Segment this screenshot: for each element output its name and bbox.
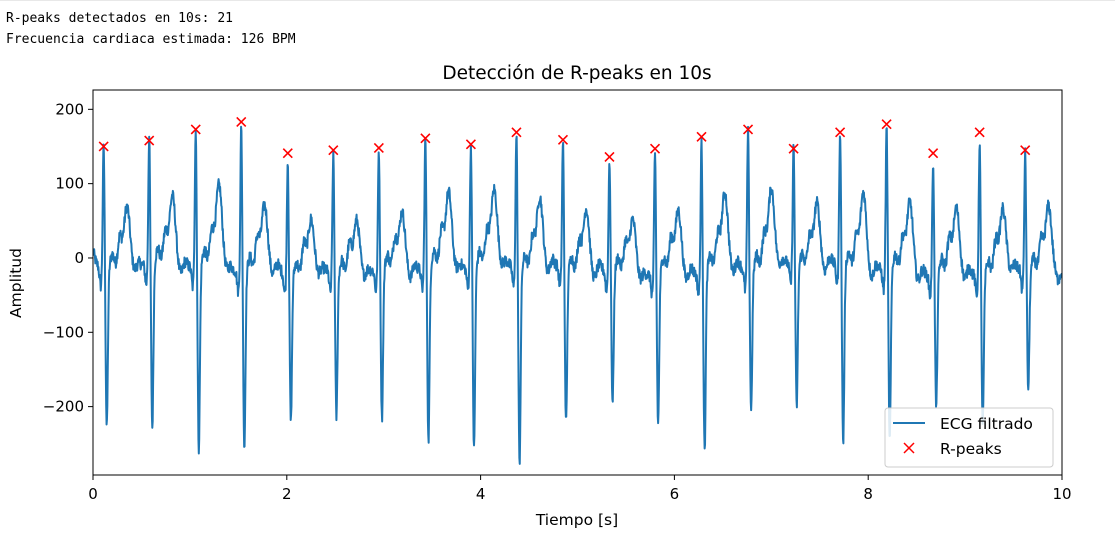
r-peak-marker [236, 116, 247, 128]
x-tick-label: 0 [88, 485, 98, 503]
r-peak-marker [788, 143, 799, 154]
console-line-peaks-count: R-peaks detectados en 10s: 21 [6, 11, 233, 26]
legend: ECG filtrado R-peaks [884, 407, 1054, 468]
r-peak-marker [190, 124, 201, 135]
r-peak-marker [604, 151, 615, 162]
r-peak-marker [835, 127, 846, 138]
r-peak-marker [282, 148, 293, 159]
r-peak-marker [557, 134, 569, 145]
r-peak-markers [98, 116, 1031, 162]
cell-output-border [0, 0, 1115, 1]
console-line-heart-rate: Frecuencia cardiaca estimada: 126 BPM [6, 32, 296, 47]
x-axis-label: Tiempo [s] [535, 511, 618, 529]
r-peak-marker [928, 148, 939, 159]
legend-peaks-label: R-peaks [940, 440, 1002, 458]
ecg-filtered-line [93, 125, 1062, 465]
r-peak-marker [98, 141, 109, 152]
r-peak-marker [465, 139, 476, 150]
legend-box [884, 407, 1054, 468]
y-axis-label: Amplitud [7, 248, 25, 318]
y-tick-label: 0 [74, 249, 84, 267]
chart-title: Detección de R-peaks en 10s [442, 63, 711, 84]
y-tick-label: 100 [55, 175, 84, 193]
r-peak-marker [1020, 145, 1031, 156]
r-peak-marker [974, 127, 985, 138]
console-output: R-peaks detectados en 10s: 21 Frecuencia … [6, 8, 296, 50]
r-peak-marker [649, 143, 661, 154]
r-peak-marker [742, 124, 754, 135]
r-peak-marker [696, 131, 707, 142]
y-tick-label: −200 [43, 398, 84, 416]
x-tick-label: 10 [1052, 485, 1071, 503]
legend-peaks-swatch [903, 442, 915, 454]
r-peak-marker [420, 133, 431, 144]
r-peak-marker [328, 145, 339, 156]
r-peak-marker [373, 142, 384, 154]
r-peak-marker [511, 127, 522, 138]
x-tick-label: 4 [476, 485, 486, 503]
y-tick-label: 200 [55, 100, 84, 118]
y-axis-ticks: −200 −100 0 100 200 [43, 100, 93, 416]
r-peak-marker [881, 119, 892, 130]
x-axis-ticks: 0 2 4 6 8 10 [88, 475, 1072, 503]
legend-ecg-label: ECG filtrado [940, 415, 1033, 433]
plot-frame [92, 89, 1063, 476]
x-tick-label: 2 [282, 485, 292, 503]
x-tick-label: 8 [863, 485, 873, 503]
y-tick-label: −100 [43, 323, 84, 341]
r-peak-marker [144, 135, 155, 146]
x-tick-label: 6 [670, 485, 680, 503]
